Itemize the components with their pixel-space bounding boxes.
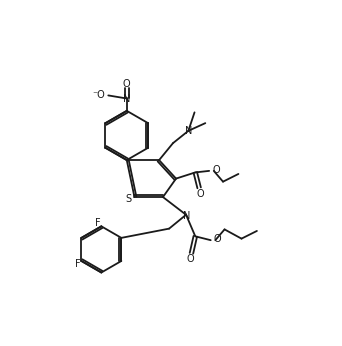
Text: O: O [187, 254, 195, 264]
Text: S: S [125, 194, 131, 203]
Text: O: O [214, 234, 221, 244]
Text: ⁻O: ⁻O [92, 90, 105, 100]
Text: O: O [123, 79, 131, 89]
Text: F: F [95, 218, 101, 228]
Text: O: O [196, 189, 204, 199]
Text: N: N [123, 93, 130, 103]
Text: O: O [212, 165, 220, 175]
Text: F: F [76, 259, 81, 269]
Text: N: N [185, 126, 193, 136]
Text: N: N [183, 210, 190, 220]
